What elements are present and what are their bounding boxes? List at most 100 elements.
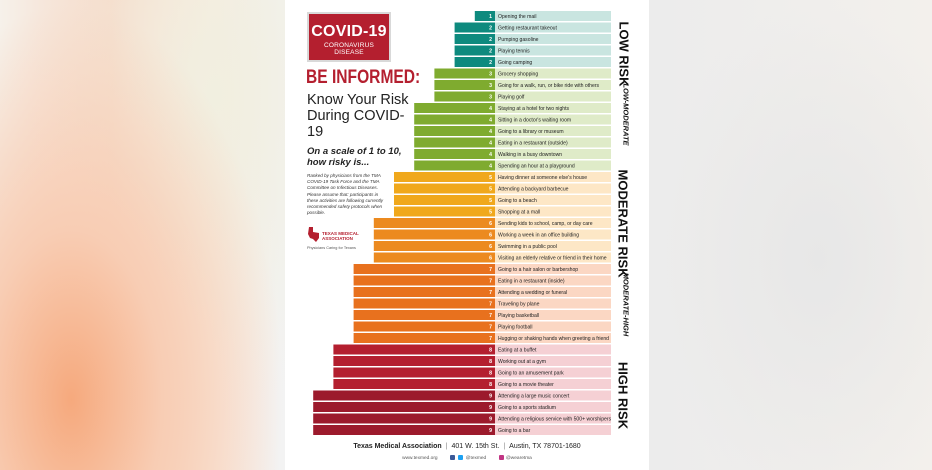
label-bg-34: [495, 402, 611, 412]
label-bg-8: [495, 103, 611, 113]
bar-value-5: 3: [489, 72, 492, 78]
bar-8: [414, 103, 495, 113]
label-bg-16: [495, 195, 611, 205]
bar-value-33: 9: [489, 394, 492, 400]
texas-state-icon: [308, 227, 319, 242]
bar-10: [414, 126, 495, 136]
label-bg-1: [495, 22, 611, 33]
bar-value-19: 6: [489, 233, 492, 239]
footer-handle: @texmed: [465, 455, 487, 461]
bar-29: [333, 344, 495, 355]
headline: Know Your Risk During COVID-19: [307, 92, 409, 140]
bar-value-10: 4: [489, 129, 492, 135]
activity-label-28: Hugging or shaking hands when greeting a…: [498, 336, 609, 342]
footer-website-link[interactable]: www.texmed.org: [402, 455, 438, 461]
risk-label-low: LOW RISK: [616, 21, 632, 87]
activity-label-30: Working out at a gym: [498, 359, 546, 365]
bar-4: [454, 57, 495, 67]
instagram-icon[interactable]: [498, 455, 504, 460]
bar-value-23: 7: [489, 279, 492, 285]
label-bg-32: [495, 379, 611, 389]
bar-value-6: 3: [489, 83, 492, 89]
label-bg-19: [495, 229, 611, 240]
activity-label-10: Going to a library or museum: [498, 129, 564, 135]
risk-bar-chart: 1 Opening the mail 2 Getting restaurant tak…: [313, 11, 612, 435]
bar-13: [414, 160, 495, 171]
bar-value-4: 2: [489, 60, 492, 66]
label-bg-2: [495, 34, 611, 44]
twitter-icon[interactable]: [458, 455, 464, 460]
bar-value-7: 3: [489, 95, 492, 101]
label-bg-4: [495, 57, 611, 67]
label-bg-15: [495, 183, 611, 194]
activity-label-20: Swimming in a public pool: [498, 244, 557, 250]
bar-value-1: 2: [489, 26, 492, 32]
scale-text: On a scale of 1 to 10, how risky is...: [307, 146, 402, 168]
activity-label-35: Attending a religious service with 500+ …: [498, 417, 612, 423]
bar-25: [353, 298, 495, 309]
label-bg-0: [495, 11, 611, 21]
bar-6: [434, 80, 495, 90]
fine-print-ranking: Ranked by physicians from the TMA COVID-…: [307, 173, 381, 190]
tma-logo: TEXAS MEDICAL ASSOCIATION Physicians Car…: [307, 226, 367, 252]
bar-21: [373, 252, 495, 263]
activity-label-36: Going to a bar: [498, 428, 531, 434]
label-bg-10: [495, 126, 611, 136]
bar-0: [474, 11, 495, 21]
bar-value-8: 4: [489, 106, 492, 112]
label-bg-14: [495, 172, 611, 182]
bar-27: [353, 321, 495, 332]
bar-23: [353, 275, 495, 286]
risk-label-moderate: MODERATE RISK: [615, 169, 631, 278]
label-bg-24: [495, 287, 611, 297]
activity-label-16: Going to a beach: [498, 198, 537, 204]
label-bg-31: [495, 367, 611, 378]
tma-logo-name: TEXAS MEDICAL ASSOCIATION: [322, 231, 359, 241]
label-bg-13: [495, 160, 611, 171]
bar-value-17: 5: [489, 210, 492, 216]
activity-label-13: Spending an hour at a playground: [498, 164, 575, 170]
facebook-icon[interactable]: [449, 455, 455, 460]
bar-3: [454, 45, 495, 56]
label-bg-26: [495, 310, 611, 320]
footer: Texas Medical Association | 401 W. 15th St…: [285, 443, 649, 461]
bar-value-12: 4: [489, 152, 492, 158]
activity-label-27: Playing football: [498, 325, 533, 331]
bar-17: [394, 206, 495, 217]
activity-label-21: Visiting an elderly relative or friend i…: [498, 256, 607, 262]
logo-title: COVID-19: [311, 23, 387, 40]
bar-12: [414, 149, 495, 159]
activity-label-7: Playing golf: [498, 95, 525, 101]
activity-label-0: Opening the mail: [498, 14, 537, 20]
bar-30: [333, 356, 495, 366]
bar-value-29: 8: [489, 348, 492, 354]
bar-value-36: 9: [489, 428, 492, 434]
activity-label-11: Eating in a restaurant (outside): [498, 141, 568, 147]
activity-label-33: Attending a large music concert: [498, 394, 570, 400]
activity-label-18: Sending kids to school, camp, or day car…: [498, 221, 593, 227]
bar-value-28: 7: [489, 336, 492, 342]
tma-tagline: Physicians Caring for Texans: [307, 246, 356, 250]
label-bg-6: [495, 80, 611, 90]
label-bg-27: [495, 321, 611, 332]
activity-label-4: Going camping: [498, 60, 532, 66]
activity-label-34: Going to a sports stadium: [498, 405, 556, 411]
activity-label-19: Working a week in an office building: [498, 233, 579, 239]
footer-instagram: @wearetma: [505, 455, 532, 461]
label-bg-25: [495, 298, 611, 309]
bar-value-30: 8: [489, 359, 492, 365]
activity-label-2: Pumping gasoline: [498, 37, 539, 43]
bar-value-16: 5: [489, 198, 492, 204]
activity-label-8: Staying at a hotel for two nights: [498, 106, 570, 112]
risk-label-low-moderate: LOW-MODERATE: [621, 83, 631, 146]
bar-1: [454, 22, 495, 33]
activity-label-5: Grocery shopping: [498, 72, 538, 78]
bar-11: [414, 137, 495, 148]
bar-value-3: 2: [489, 49, 492, 55]
footer-street: 401 W. 15th St.: [451, 443, 500, 450]
bar-15: [394, 183, 495, 194]
bar-value-15: 5: [489, 187, 492, 193]
background-left: [0, 0, 285, 470]
risk-label-high: HIGH RISK: [615, 361, 631, 430]
bar-value-35: 9: [489, 417, 492, 423]
